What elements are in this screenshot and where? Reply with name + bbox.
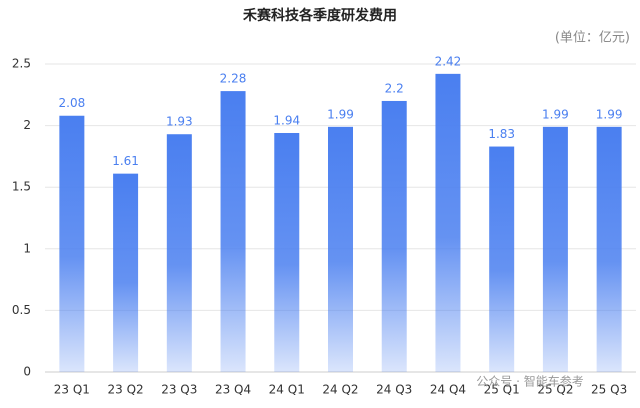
bar <box>381 100 407 373</box>
value-label: 1.83 <box>488 127 515 141</box>
bar <box>542 126 568 372</box>
x-tick-label: 25 Q3 <box>591 383 627 397</box>
x-tick-label: 23 Q1 <box>54 383 90 397</box>
bar <box>166 134 192 372</box>
y-tick-label: 2 <box>23 118 31 132</box>
x-tick-label: 24 Q4 <box>430 383 466 397</box>
value-label: 2.42 <box>435 54 462 68</box>
y-tick-label: 2.5 <box>12 57 31 71</box>
value-label: 1.99 <box>542 107 569 121</box>
x-tick-label: 23 Q2 <box>108 383 144 397</box>
x-tick-label: 25 Q1 <box>484 383 520 397</box>
value-label: 2.2 <box>385 81 404 95</box>
y-tick-label: 0 <box>23 365 31 379</box>
chart-subtitle: (单位：亿元) <box>555 31 630 46</box>
chart-title: 禾赛科技各季度研发费用 <box>243 7 397 24</box>
watermark: 公众号 · 智能车参考 <box>476 374 583 389</box>
bar <box>274 132 300 372</box>
value-label: 1.61 <box>112 154 139 168</box>
bar <box>59 115 85 372</box>
x-tick-label: 24 Q2 <box>322 383 358 397</box>
value-label: 1.99 <box>596 107 623 121</box>
x-tick-label: 25 Q2 <box>537 383 573 397</box>
x-tick-label: 24 Q1 <box>269 383 305 397</box>
value-label: 1.99 <box>327 107 354 121</box>
bar <box>596 126 622 372</box>
x-tick-label: 24 Q3 <box>376 383 412 397</box>
value-label: 2.28 <box>220 72 247 86</box>
value-label: 2.08 <box>59 96 86 110</box>
value-label: 1.93 <box>166 115 193 129</box>
bar <box>489 146 515 372</box>
y-tick-label: 1.5 <box>12 180 31 194</box>
bar <box>328 126 353 372</box>
y-tick-label: 1 <box>23 241 31 255</box>
bar <box>220 91 246 372</box>
y-tick-label: 0.5 <box>12 303 31 317</box>
x-tick-label: 23 Q4 <box>215 383 251 397</box>
bar <box>113 173 139 372</box>
value-label: 1.94 <box>273 113 300 127</box>
x-tick-label: 23 Q3 <box>161 383 197 397</box>
bar <box>435 73 461 372</box>
